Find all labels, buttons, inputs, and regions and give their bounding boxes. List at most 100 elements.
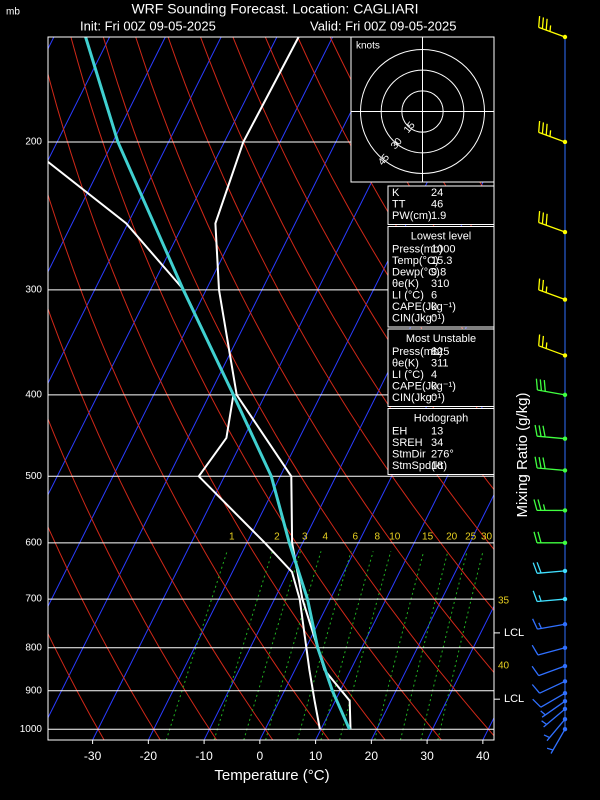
x-tick-label: -20 (140, 749, 158, 763)
wind-barb (534, 424, 566, 440)
mixing-ratio-line (437, 551, 484, 740)
wind-dot (562, 717, 568, 722)
wind-barb (534, 456, 566, 472)
wind-barb (533, 531, 566, 544)
isotherm (48, 37, 278, 496)
info-label: θe(K) (392, 357, 419, 369)
profile-line (48, 160, 321, 730)
wind-dot (562, 698, 568, 704)
mixing-ratio-label: 8 (374, 532, 380, 543)
mixing-ratio-label: 25 (465, 532, 477, 543)
info-value: 6 (431, 289, 437, 301)
isotherm (203, 159, 494, 740)
hodograph-unit: knots (356, 41, 380, 52)
info-label: CIN(Jkg⁻¹) (392, 312, 445, 324)
mixing-ratio-label: 15 (422, 532, 434, 543)
wind-dot (562, 34, 568, 40)
info-label: LI (°C) (392, 369, 424, 381)
info-box-title: Most Unstable (406, 333, 476, 345)
info-value: 13 (431, 425, 443, 437)
profile-line (214, 37, 352, 730)
info-value: 0 (431, 392, 437, 404)
dry-adiabat (48, 72, 386, 740)
info-label: SREH (392, 437, 423, 449)
x-tick-label: 30 (420, 749, 434, 763)
info-label: Press(mb) (392, 346, 443, 358)
x-tick-label: 0 (257, 749, 264, 763)
wind-barb (538, 120, 566, 143)
dry-adiabat (48, 193, 330, 740)
side-label: 35 (498, 596, 510, 607)
info-label: K (392, 187, 400, 199)
info-value: 15.3 (431, 255, 452, 267)
dry-adiabat (48, 525, 161, 740)
y-unit: mb (6, 7, 20, 18)
info-label: CIN(Jkg⁻¹) (392, 392, 445, 404)
hodograph-ring (380, 69, 465, 154)
foreground: 1 2 3 4 6 8 10 15 20 25 30200300400500600700800900… (20, 16, 568, 763)
wind-barb (532, 562, 566, 574)
y-tick-label: 800 (25, 642, 42, 653)
info-value: 24 (431, 187, 443, 199)
wind-barb (532, 692, 566, 708)
mixing-ratio-line (165, 551, 228, 740)
wind-dot (562, 679, 568, 684)
wind-dot (562, 508, 568, 513)
mixing-ratio-line (420, 551, 468, 740)
dry-adiabat (102, 37, 494, 737)
wind-dot (562, 706, 568, 712)
plot-frame (47, 36, 495, 741)
info-value: 1000 (431, 243, 455, 255)
wind-dot (562, 663, 568, 669)
info-box (387, 408, 495, 475)
hodograph-ring (360, 49, 485, 174)
mixing-ratio-label: 3 (302, 532, 308, 543)
wind-barb (532, 590, 566, 603)
chart-title: WRF Sounding Forecast. Location: CAGLIAR… (131, 1, 418, 17)
mixing-ratio-label: 30 (481, 532, 493, 543)
y-tick-label: 500 (25, 471, 42, 482)
wind-dot (562, 468, 568, 473)
wind-dot (562, 690, 568, 696)
profile-line (84, 37, 351, 730)
y-tick-label: 200 (25, 137, 42, 148)
info-label: LI (°C) (392, 289, 424, 301)
mixing-ratio-label: 1 (229, 532, 235, 543)
wind-dot (562, 229, 568, 235)
wind-dot (562, 436, 568, 441)
dry-adiabat (70, 37, 442, 740)
dry-adiabat (200, 37, 494, 551)
y-tick-label: 1000 (20, 724, 43, 735)
wind-barb (535, 378, 566, 396)
y-tick-label: 400 (25, 390, 42, 401)
wind-barb (538, 16, 566, 38)
info-label: StmSpd(kt) (392, 460, 447, 472)
wind-barb (532, 618, 566, 630)
y-tick-label: 900 (25, 685, 42, 696)
lcl-label: LCL (504, 627, 524, 639)
mixing-ratio-label: 6 (352, 532, 358, 543)
info-value: 0 (431, 312, 437, 324)
wind-barb (538, 334, 566, 357)
info-label: TT (392, 198, 406, 210)
info-value: 310 (431, 278, 449, 290)
mixing-ratio-label: 10 (389, 532, 401, 543)
isotherm (48, 37, 389, 719)
wind-barb (546, 728, 566, 754)
isotherm (48, 37, 222, 385)
info-value: 1.9 (431, 210, 446, 222)
side-label: 40 (498, 661, 510, 672)
info-label: Dewp(°C) (392, 266, 440, 278)
wind-barb (531, 644, 566, 656)
wind-barb (531, 680, 566, 694)
info-label: PW(cm) (392, 210, 432, 222)
y-tick-label: 700 (25, 594, 42, 605)
x-tick-label: -10 (195, 749, 213, 763)
hodograph-ring (401, 90, 444, 133)
info-label: CAPE(Jkg⁻¹) (392, 301, 456, 313)
info-value: 0 (431, 301, 437, 313)
wind-dot (562, 727, 568, 732)
